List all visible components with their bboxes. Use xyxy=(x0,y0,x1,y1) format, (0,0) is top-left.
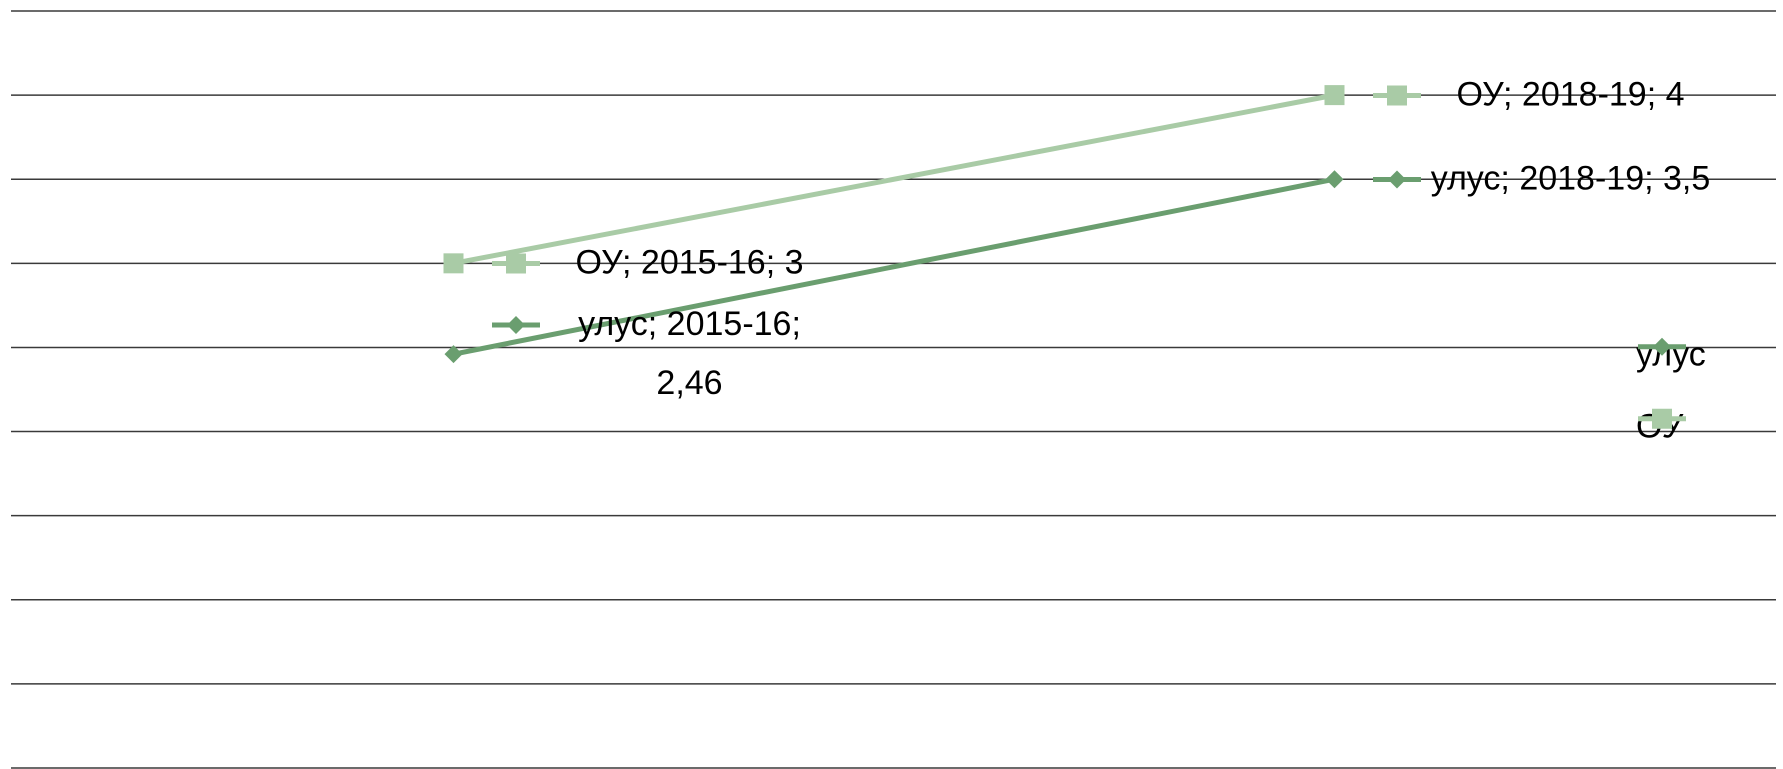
marker xyxy=(1653,337,1671,356)
series-line xyxy=(453,176,1335,357)
marker xyxy=(1325,170,1344,189)
data-label: улус; 2018-19; 3,5 xyxy=(1371,150,1716,209)
marker xyxy=(505,253,526,274)
marker xyxy=(443,253,464,274)
data-label-text: улус; 2018-19; 3,5 xyxy=(1430,159,1711,198)
marker xyxy=(1652,408,1672,429)
marker xyxy=(1387,170,1406,189)
legend-key xyxy=(1372,170,1421,189)
data-label-text: ОУ; 2018-19; 4 xyxy=(1456,75,1685,114)
marker xyxy=(1324,85,1345,106)
legend-entry: улус xyxy=(1636,334,1706,375)
data-label: улус; 2015-16; 2,46 xyxy=(490,295,835,413)
data-label: ОУ; 2015-16; 3 xyxy=(490,234,835,293)
legend-key xyxy=(1638,408,1686,429)
legend-key xyxy=(491,316,540,335)
data-label-text: ОУ; 2015-16; 3 xyxy=(575,243,804,282)
marker xyxy=(1386,85,1407,106)
legend-key xyxy=(1372,85,1421,106)
legend-key xyxy=(491,253,540,274)
marker xyxy=(506,316,525,335)
data-label-text: улус; 2015-16; 2,46 xyxy=(578,305,801,403)
legend-key xyxy=(1638,337,1686,356)
series-line xyxy=(453,92,1335,266)
marker xyxy=(444,345,463,364)
data-label: ОУ; 2018-19; 4 xyxy=(1371,66,1716,125)
legend-entry: ОУ xyxy=(1636,406,1686,447)
legend-label: улус xyxy=(1636,335,1706,374)
